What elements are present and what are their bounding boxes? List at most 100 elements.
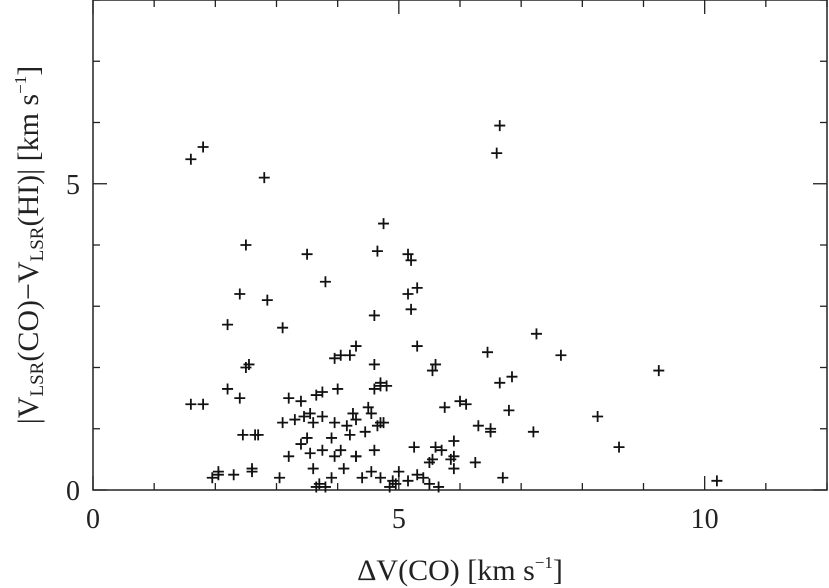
data-point xyxy=(454,395,466,407)
data-point xyxy=(497,472,509,484)
x-axis-label: ΔV(CO) [km s−1] xyxy=(357,553,563,587)
data-point xyxy=(338,463,350,475)
data-point xyxy=(368,309,380,321)
data-point xyxy=(350,450,362,462)
data-point xyxy=(350,340,362,352)
y-axis-label: |VLSR(CO)−VLSR(HI)| [km s−1] xyxy=(11,66,48,424)
data-point xyxy=(316,386,328,398)
data-point xyxy=(341,420,353,432)
data-point xyxy=(494,120,506,132)
tick-labels: 0 5 10 0 5 xyxy=(66,170,719,535)
data-point xyxy=(335,349,347,361)
y-tick-label: 5 xyxy=(66,170,80,201)
data-point xyxy=(485,426,497,438)
data-point xyxy=(417,472,429,484)
data-point xyxy=(402,248,414,260)
data-point xyxy=(326,472,338,484)
data-point xyxy=(402,475,414,487)
data-point xyxy=(304,447,316,459)
plot-frame xyxy=(92,0,828,491)
data-point xyxy=(356,472,368,484)
data-point xyxy=(530,328,542,340)
data-point xyxy=(405,254,417,266)
data-point xyxy=(329,450,341,462)
data-point xyxy=(430,358,442,370)
data-point xyxy=(423,456,435,468)
data-point xyxy=(362,401,374,413)
data-point xyxy=(613,441,625,453)
data-point xyxy=(426,365,438,377)
data-point xyxy=(316,444,328,456)
data-point xyxy=(347,407,359,419)
data-point xyxy=(448,463,460,475)
data-point xyxy=(439,401,451,413)
data-point xyxy=(374,472,386,484)
data-point xyxy=(335,444,347,456)
data-point xyxy=(261,294,273,306)
data-point xyxy=(319,276,331,288)
data-point xyxy=(344,349,356,361)
data-point xyxy=(316,411,328,422)
data-point xyxy=(307,417,319,429)
data-point xyxy=(212,466,224,478)
data-point xyxy=(423,478,435,490)
data-point xyxy=(430,441,442,453)
data-point xyxy=(329,352,341,364)
data-point xyxy=(506,371,518,383)
data-point xyxy=(378,417,390,429)
data-point xyxy=(283,392,295,404)
data-point xyxy=(408,441,420,453)
data-point xyxy=(653,365,665,377)
data-point xyxy=(368,358,380,370)
data-point xyxy=(246,463,258,475)
x-tick-label: 0 xyxy=(86,504,100,535)
data-point xyxy=(234,392,246,404)
data-point xyxy=(304,407,316,419)
data-point xyxy=(711,475,723,487)
data-point xyxy=(295,395,307,407)
data-point xyxy=(448,450,460,462)
data-point xyxy=(384,481,396,493)
data-point xyxy=(240,362,252,373)
data-point xyxy=(228,469,240,481)
data-point xyxy=(402,288,414,300)
data-point xyxy=(258,172,270,184)
data-point xyxy=(301,432,313,444)
data-point xyxy=(185,153,197,165)
data-point xyxy=(185,398,197,410)
data-point xyxy=(411,340,423,352)
data-point xyxy=(234,288,246,300)
data-point xyxy=(329,417,341,429)
data-point xyxy=(365,407,377,419)
data-point xyxy=(555,349,567,361)
data-point xyxy=(289,414,301,426)
data-point xyxy=(310,389,322,401)
data-point xyxy=(350,414,362,426)
data-point xyxy=(326,432,338,444)
data-point xyxy=(365,466,377,478)
data-point xyxy=(222,319,234,331)
data-point xyxy=(301,248,313,260)
data-point xyxy=(359,426,371,438)
data-point xyxy=(433,481,445,493)
data-point xyxy=(482,346,494,358)
data-point xyxy=(448,435,460,447)
x-tick-label: 5 xyxy=(392,504,406,535)
data-point xyxy=(381,380,393,392)
data-point xyxy=(283,450,295,462)
data-point xyxy=(298,411,310,422)
data-point xyxy=(277,417,289,429)
data-point xyxy=(472,420,484,432)
data-point xyxy=(393,466,405,478)
data-point xyxy=(411,469,423,481)
data-point xyxy=(368,383,380,395)
data-point xyxy=(307,463,319,475)
y-tick-label: 0 xyxy=(66,476,80,507)
data-point xyxy=(460,398,472,410)
data-point xyxy=(332,383,344,395)
data-point xyxy=(371,420,383,432)
data-point xyxy=(469,456,481,468)
data-point xyxy=(494,377,506,389)
data-point xyxy=(378,218,390,230)
data-point xyxy=(240,239,252,251)
